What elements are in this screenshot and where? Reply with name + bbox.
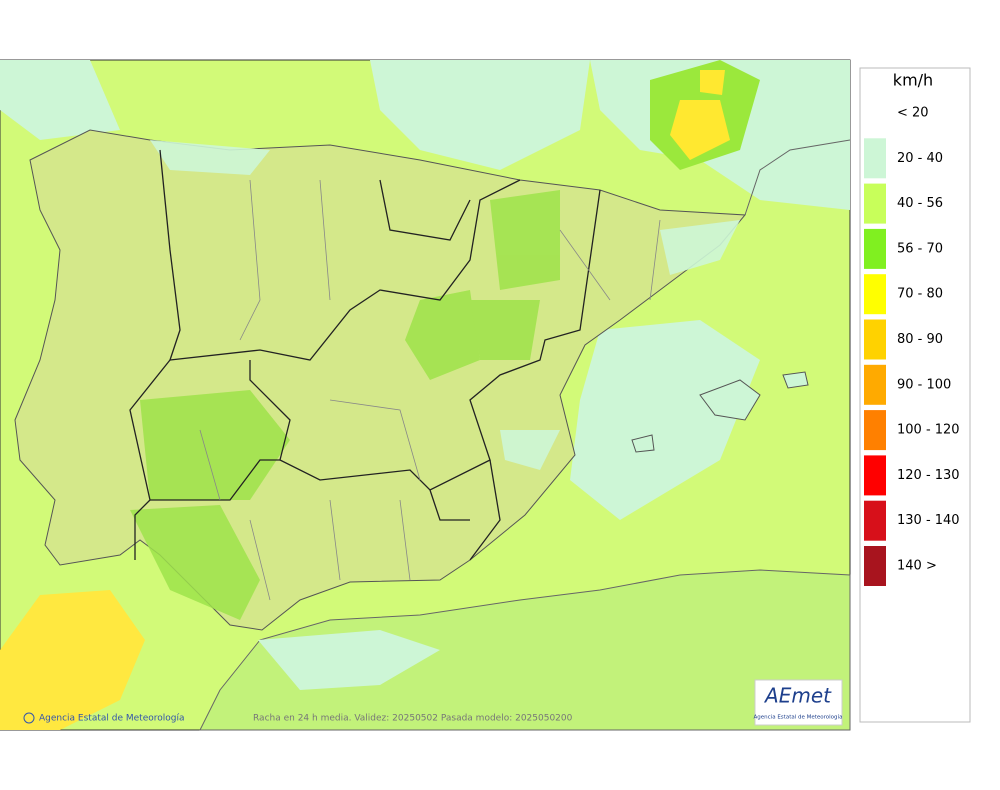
legend-swatch: [864, 364, 886, 405]
legend-label: 56 - 70: [897, 241, 943, 256]
legend-swatch: [864, 228, 886, 269]
land-wind-areas: [130, 190, 560, 620]
africa-calm: [258, 630, 440, 690]
legend-swatch: [864, 455, 886, 496]
land-calm-areas: [150, 140, 740, 470]
legend-swatch: [864, 274, 886, 315]
africa-coast: [199, 569, 851, 731]
legend-title: km/h: [893, 71, 933, 90]
legend-swatch: [864, 410, 886, 451]
legend-swatch: [864, 319, 886, 360]
legend-label: 20 - 40: [897, 151, 943, 166]
copyright-icon: [23, 712, 35, 724]
legend-swatch: [864, 546, 886, 586]
legend-label: 70 - 80: [897, 287, 943, 302]
legend-label: 90 - 100: [897, 377, 951, 392]
caption: Racha en 24 h media. Validez: 20250502 P…: [253, 714, 573, 724]
france-coast: [744, 139, 851, 216]
legend-swatch: [864, 138, 886, 179]
logo-box: [754, 679, 843, 726]
legend-label: 140 >: [897, 559, 937, 574]
legend-label: 40 - 56: [897, 196, 943, 211]
logo-text: AEmet: [763, 684, 832, 708]
mallorca: [699, 379, 761, 421]
logo-subtitle: Agencia Estatal de Meteorología: [754, 714, 843, 721]
legend-swatch: [864, 183, 886, 224]
region-borders: [129, 149, 601, 561]
legend-label: 100 - 120: [897, 423, 960, 438]
province-borders: [199, 179, 661, 601]
legend-swatch: [864, 500, 886, 541]
legend-label: 120 - 130: [897, 468, 960, 483]
legend-label: < 20: [897, 106, 929, 121]
legend-label: 80 - 90: [897, 332, 943, 347]
legend-label: 130 - 140: [897, 513, 960, 528]
menorca: [782, 371, 809, 389]
ibiza: [631, 434, 655, 453]
credit: Agencia Estatal de Meteorología: [39, 714, 185, 724]
